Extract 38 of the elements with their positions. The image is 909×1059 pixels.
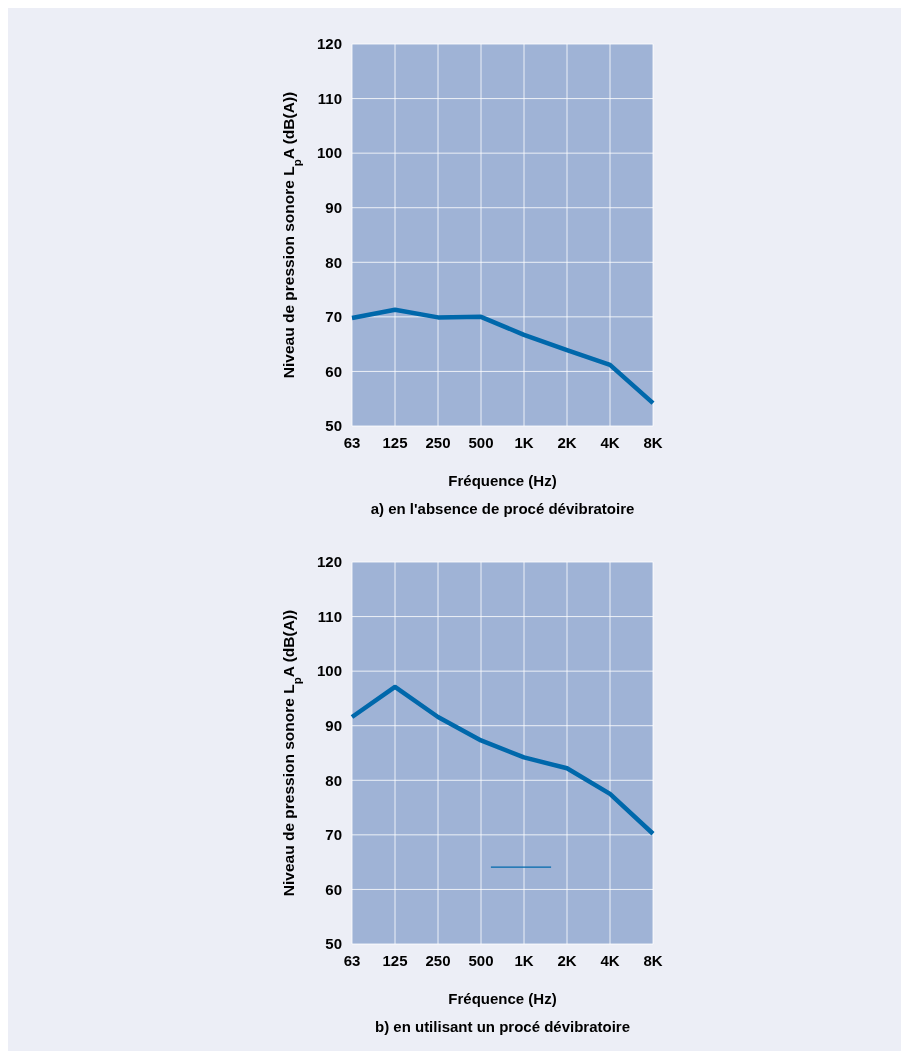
x-tick-label: 4K xyxy=(600,434,620,451)
line-series xyxy=(349,307,656,406)
y-tick-label: 80 xyxy=(325,253,342,271)
x-tick-label: 2K xyxy=(557,952,577,969)
x-tick-label: 500 xyxy=(468,952,494,969)
y-tick-label: 120 xyxy=(316,553,342,571)
x-tick-label: 63 xyxy=(343,952,361,969)
y-tick-label: 110 xyxy=(317,89,342,107)
y-tick-label: 90 xyxy=(325,716,342,734)
y-tick-label: 100 xyxy=(316,662,342,680)
y-tick-label: 70 xyxy=(325,826,342,844)
x-tick-label: 250 xyxy=(425,434,451,451)
y-tick-label: 50 xyxy=(325,935,342,953)
y-tick-label: 60 xyxy=(325,362,342,380)
text: a) en l'absence de procé dévibratoire xyxy=(370,500,635,517)
x-tick-label: 500 xyxy=(468,434,494,451)
x-tick-label: 8K xyxy=(643,434,663,451)
y-tick-label: 90 xyxy=(325,198,342,216)
x-tick-label: 125 xyxy=(382,434,408,451)
y-tick-label: 100 xyxy=(316,144,342,162)
x-tick-label: 4K xyxy=(600,952,620,969)
y-tick-label: 70 xyxy=(325,308,342,326)
x-axis-title: Fréquence (Hz) xyxy=(448,990,557,1007)
y-tick-label: 60 xyxy=(325,880,342,898)
line-series xyxy=(349,684,656,837)
x-tick-label: 1K xyxy=(514,434,534,451)
y-tick-label: 110 xyxy=(317,607,342,625)
y-tick-label: 120 xyxy=(316,35,342,53)
x-tick-label: 250 xyxy=(425,952,451,969)
x-tick-label: 125 xyxy=(382,952,408,969)
y-tick-label: 80 xyxy=(325,771,342,789)
x-tick-label: 1K xyxy=(514,952,534,969)
x-tick-label: 8K xyxy=(643,952,663,969)
x-tick-label: 2K xyxy=(557,434,577,451)
text: b) en utilisant un procé dévibratoire xyxy=(374,1018,631,1035)
x-tick-label: 63 xyxy=(343,434,361,451)
x-axis-title: Fréquence (Hz) xyxy=(448,472,557,489)
y-tick-label: 50 xyxy=(325,417,342,435)
